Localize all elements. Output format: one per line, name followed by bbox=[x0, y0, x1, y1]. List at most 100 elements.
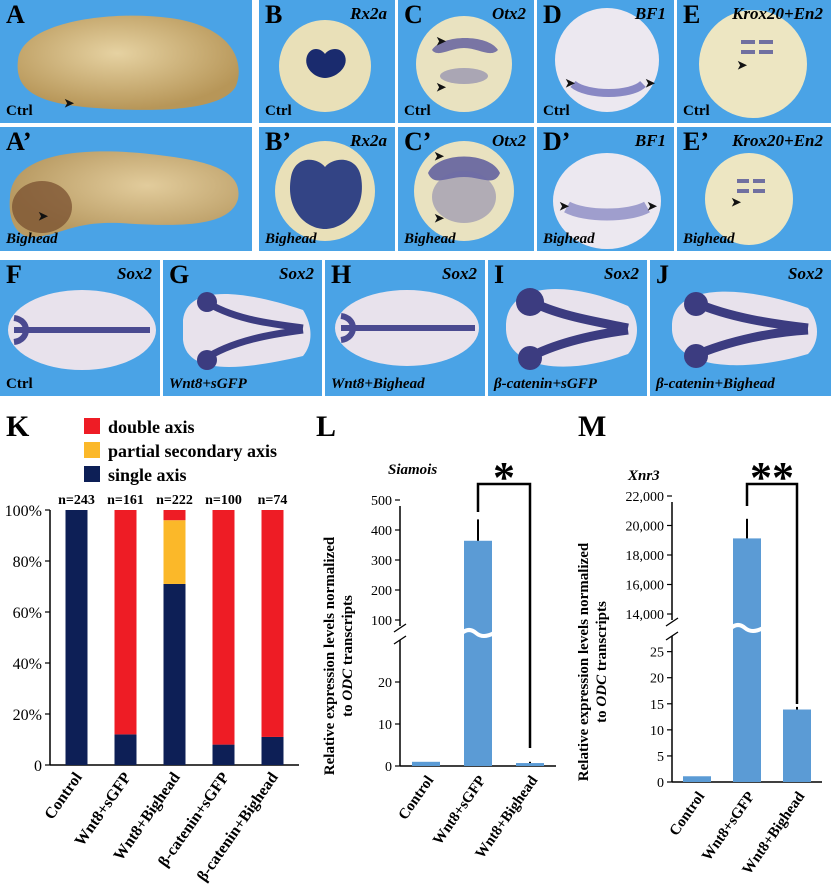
y-tick-label: 20 bbox=[378, 676, 392, 691]
bar-segment bbox=[261, 736, 284, 765]
gene-label: BF1 bbox=[634, 131, 666, 150]
embryo-image bbox=[17, 15, 239, 110]
arrowhead-icon: ➤ bbox=[645, 76, 656, 90]
panel-e: E Krox20+En2 Ctrl ➤ bbox=[677, 0, 831, 123]
condition-label: Wnt8+Bighead bbox=[331, 376, 425, 392]
panel-h: H Sox2 Wnt8+Bighead bbox=[325, 260, 485, 396]
gene-label: Rx2a bbox=[350, 131, 387, 150]
bar-segment bbox=[114, 734, 137, 765]
x-tick-label: Control bbox=[667, 789, 709, 839]
significance-star: ** bbox=[750, 453, 794, 502]
panel-letter: E bbox=[683, 0, 701, 29]
y-tick-label: 0 bbox=[657, 776, 664, 791]
chart-k: double axis partial secondary axis single … bbox=[5, 417, 299, 885]
panel-letter: I bbox=[494, 260, 505, 289]
panel-letter-k: K bbox=[6, 410, 30, 443]
gene-label: BF1 bbox=[634, 4, 666, 23]
legend-swatch bbox=[84, 418, 100, 434]
panel-j: J Sox2 β-catenin+Bighead bbox=[650, 260, 831, 396]
bar bbox=[683, 776, 711, 782]
panel-b-prime: B’ Rx2a Bighead bbox=[259, 127, 395, 251]
gene-label: Krox20+En2 bbox=[732, 131, 823, 150]
embryo-image bbox=[672, 291, 817, 368]
bar-break-mark bbox=[460, 628, 495, 638]
bar-segment bbox=[65, 510, 88, 765]
embryo-image bbox=[275, 141, 375, 241]
chart-l: Relative expression levels normalized to … bbox=[322, 453, 556, 862]
gene-label: Sox2 bbox=[788, 264, 823, 283]
embryo-image bbox=[705, 153, 793, 245]
bar-segment bbox=[261, 510, 284, 737]
n-label: n=161 bbox=[107, 493, 144, 508]
bar-break-mark bbox=[729, 623, 764, 633]
condition-label: Bighead bbox=[265, 231, 317, 247]
y-tick-label: 15 bbox=[650, 698, 664, 713]
embryo-image bbox=[699, 10, 807, 118]
legend-entry: partial secondary axis bbox=[108, 441, 277, 461]
y-tick-label: 0 bbox=[385, 760, 392, 775]
embryo-image bbox=[414, 141, 514, 241]
legend-entry: double axis bbox=[108, 417, 195, 437]
embryo-image bbox=[335, 290, 479, 366]
panel-d: D BF1 Ctrl ➤ ➤ bbox=[537, 0, 674, 123]
arrowhead-icon: ➤ bbox=[38, 209, 49, 223]
y-axis-label: Relative expression levels normalized bbox=[578, 542, 592, 781]
embryo-image bbox=[506, 288, 637, 370]
y-axis-label-2: to ODC transcripts bbox=[594, 601, 610, 723]
bar-segment bbox=[212, 510, 235, 745]
significance-star: * bbox=[493, 453, 515, 502]
arrowhead-icon: ➤ bbox=[436, 80, 447, 94]
panel-a-prime: A’ Bighead ➤ bbox=[0, 127, 252, 251]
arrowhead-icon: ➤ bbox=[565, 76, 576, 90]
chart-title: Xnr3 bbox=[627, 468, 660, 484]
significance-bracket bbox=[745, 482, 799, 704]
arrowhead-icon: ➤ bbox=[731, 195, 742, 209]
chart-k-legend: double axis partial secondary axis single … bbox=[84, 417, 277, 485]
axis-break-mark bbox=[665, 617, 679, 627]
panel-b: B Rx2a Ctrl bbox=[259, 0, 395, 123]
bar-segment bbox=[114, 510, 137, 735]
condition-label: β-catenin+Bighead bbox=[656, 376, 775, 392]
y-tick-label: 80% bbox=[13, 554, 42, 571]
y-tick-label: 10 bbox=[650, 724, 664, 739]
panel-letter: C bbox=[404, 0, 423, 29]
y-tick-label: 18,000 bbox=[626, 549, 665, 564]
y-tick-label: 60% bbox=[13, 605, 42, 622]
condition-label: Ctrl bbox=[265, 103, 292, 119]
embryo-image bbox=[183, 292, 311, 370]
chart-k-plot: 020%40%60%80%100%n=243Controln=161Wnt8+s… bbox=[5, 493, 299, 885]
significance-bracket bbox=[476, 482, 532, 748]
condition-label: Ctrl bbox=[6, 376, 33, 392]
x-tick-label: Control bbox=[396, 773, 438, 823]
panel-letter: H bbox=[331, 260, 352, 289]
gene-label: Sox2 bbox=[442, 264, 477, 283]
bar bbox=[733, 538, 761, 782]
gene-label: Rx2a bbox=[350, 4, 387, 23]
y-tick-label: 200 bbox=[371, 584, 392, 599]
y-tick-label: 20% bbox=[13, 707, 42, 724]
panel-letter: A bbox=[6, 0, 25, 29]
condition-label: Bighead bbox=[683, 231, 735, 247]
x-tick-label: Wnt8+sGFP bbox=[430, 773, 489, 848]
y-tick-label: 0 bbox=[34, 758, 42, 775]
panel-c: C Otx2 Ctrl ➤ ➤ bbox=[398, 0, 534, 123]
arrowhead-icon: ➤ bbox=[434, 149, 445, 163]
y-tick-label: 400 bbox=[371, 524, 392, 539]
y-tick-label: 22,000 bbox=[626, 490, 665, 505]
panel-letter: G bbox=[169, 260, 190, 289]
arrowhead-icon: ➤ bbox=[647, 199, 658, 213]
gene-label: Sox2 bbox=[604, 264, 639, 283]
y-tick-label: 14,000 bbox=[626, 608, 665, 623]
bar-segment bbox=[163, 520, 186, 584]
y-axis-label: Relative expression levels normalized bbox=[322, 536, 338, 775]
panel-letter: F bbox=[6, 260, 22, 289]
panel-c-prime: C’ Otx2 Bighead ➤ ➤ bbox=[398, 127, 534, 251]
n-label: n=243 bbox=[58, 493, 95, 508]
gene-label: Otx2 bbox=[492, 131, 526, 150]
bar-segment bbox=[212, 744, 235, 765]
axis-break-mark bbox=[665, 631, 679, 641]
condition-label: β-catenin+sGFP bbox=[494, 376, 597, 392]
arrowhead-icon: ➤ bbox=[436, 34, 447, 48]
arrowhead-icon: ➤ bbox=[64, 96, 75, 110]
y-axis-label-2: to ODC transcripts bbox=[340, 595, 356, 717]
